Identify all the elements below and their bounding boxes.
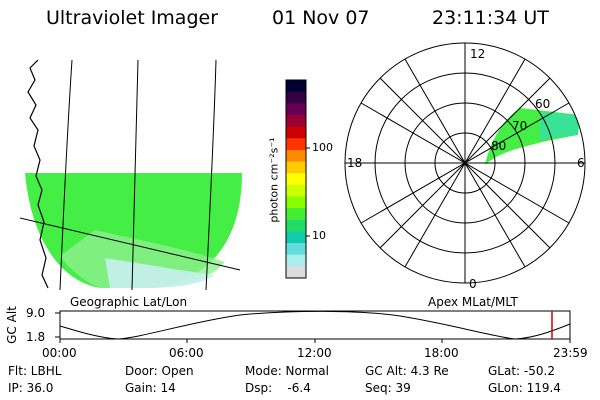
colorbar-tick-10: 10 — [312, 229, 326, 242]
meridian-line — [59, 60, 73, 290]
status-seq: Seq: 39 — [365, 381, 411, 395]
timeline-x-tick: 06:00 — [169, 346, 204, 360]
mlt-label-0: 0 — [469, 277, 477, 291]
timeline-x-tick: 00:00 — [42, 346, 77, 360]
colorbar-segment — [286, 184, 306, 198]
meridian-line — [131, 60, 139, 290]
mlt-label-12: 12 — [470, 47, 486, 61]
polar-uv-image — [485, 108, 580, 165]
coastline — [27, 60, 49, 289]
colorbar-segment — [286, 173, 306, 186]
colorbar-segment — [286, 231, 306, 244]
polar-plot — [344, 42, 586, 284]
mlt-spokes — [345, 43, 585, 283]
status-mode: Mode: Normal — [245, 364, 329, 378]
geographic-map — [20, 60, 242, 290]
colorbar-segment — [286, 161, 306, 174]
status-glat: GLat: -50.2 — [488, 364, 555, 378]
colorbar-segment — [286, 103, 306, 116]
colorbar-unit-label: photon cm⁻²s⁻¹ — [267, 137, 281, 223]
timeline-x-tick: 23:59 — [553, 346, 588, 360]
geo-panel-label: Geographic Lat/Lon — [70, 295, 188, 309]
timeline-y-tick-bottom: 1.8 — [26, 330, 46, 344]
mlt-label-18: 18 — [347, 156, 363, 170]
lat-label-70: 70 — [512, 119, 528, 133]
meridian-line — [205, 60, 217, 290]
colorbar-frame — [285, 79, 307, 279]
colorbar-segment — [286, 126, 306, 139]
lat-label-80: 80 — [491, 139, 507, 153]
colorbar-segment — [286, 149, 306, 163]
colorbar-segment — [286, 138, 306, 151]
altitude-timeline — [55, 310, 571, 343]
colorbar-tick-100: 100 — [312, 141, 333, 154]
instrument-title: Ultraviolet Imager — [46, 7, 219, 29]
colorbar-gradient — [286, 80, 306, 279]
timeline-x-tick: 12:00 — [297, 346, 332, 360]
mlt-label-6: 6 — [577, 156, 585, 170]
polar-panel-label: Apex MLat/MLT — [428, 295, 518, 309]
status-ip: IP: 36.0 — [8, 381, 54, 395]
colorbar-segment — [286, 254, 306, 267]
status-glon: GLon: 119.4 — [488, 381, 561, 395]
date-label: 01 Nov 07 — [272, 7, 370, 29]
timeline-y-tick-top: 9.0 — [26, 306, 46, 320]
status-filter: Flt: LBHL — [8, 364, 62, 378]
timeline-y-label: GC Alt — [5, 306, 19, 344]
altitude-curve — [59, 310, 571, 340]
colorbar-segment — [286, 91, 306, 104]
status-dsp: Dsp: -6.4 — [245, 381, 311, 395]
colorbar-segment — [286, 80, 306, 93]
colorbar — [285, 79, 310, 279]
colorbar-segment — [286, 219, 306, 233]
colorbar-segment — [286, 196, 306, 209]
colorbar-segment — [286, 243, 306, 256]
timeline-x-tick: 18:00 — [424, 346, 459, 360]
colorbar-segment — [286, 114, 306, 128]
colorbar-segment — [286, 266, 306, 279]
lat-label-60: 60 — [535, 97, 551, 111]
status-gain: Gain: 14 — [125, 381, 176, 395]
time-label: 23:11:34 UT — [432, 7, 549, 29]
parallel-line — [20, 217, 241, 271]
colorbar-segment — [286, 208, 306, 221]
x-ticks — [59, 339, 571, 343]
status-door: Door: Open — [125, 364, 194, 378]
status-gc-alt: GC Alt: 4.3 Re — [365, 364, 449, 378]
